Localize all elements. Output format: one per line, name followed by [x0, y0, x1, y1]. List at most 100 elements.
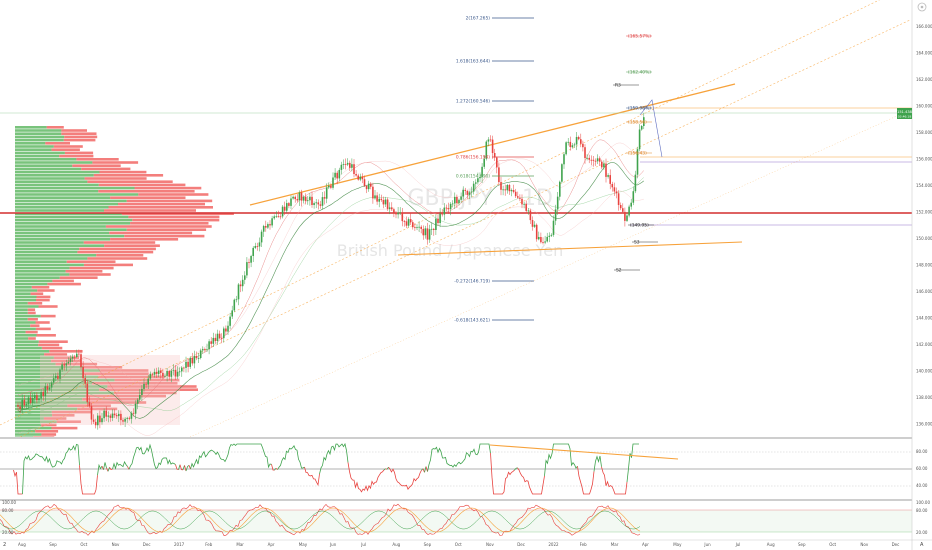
volume-profile-bar-down — [59, 154, 94, 158]
candle-body — [212, 337, 215, 344]
time-axis-tick: Dec — [143, 542, 151, 547]
volume-profile-bar-up — [15, 193, 139, 196]
volume-profile-bar-up — [15, 206, 109, 209]
volume-profile-bar-down — [64, 135, 98, 139]
volume-profile-bar-up — [15, 410, 52, 414]
fib-level-label: 1.272(160.546) — [456, 98, 490, 104]
candle-body — [493, 153, 496, 158]
candle-body — [556, 196, 559, 210]
current-price-badge: 151.438 03:46:18 — [897, 108, 913, 119]
candlesticks — [17, 113, 645, 430]
candle-body — [136, 399, 139, 404]
candle-body — [477, 178, 479, 183]
candle-body — [292, 196, 294, 199]
price-axis-tick: 138.000 — [916, 395, 932, 400]
volume-profile-bar-down — [40, 314, 56, 318]
time-axis-log-icon[interactable]: 2 — [3, 542, 6, 548]
candle-body — [250, 256, 252, 263]
volume-profile-bar-up — [15, 343, 39, 347]
rsi-line-segment — [425, 466, 428, 472]
volume-profile-bar-down — [35, 327, 51, 331]
candle-body — [462, 189, 464, 197]
candle-body — [523, 203, 525, 205]
candle-body — [61, 364, 63, 370]
candle-body — [577, 137, 580, 140]
candle-body — [235, 299, 238, 301]
rsi-line-segment — [97, 463, 103, 476]
time-axis-tick: Oct — [829, 542, 836, 547]
chart-settings-icon[interactable] — [917, 2, 927, 12]
candle-body — [433, 228, 435, 230]
bollinger-upper — [17, 142, 644, 388]
volume-profile-bar-up — [15, 414, 53, 417]
volume-profile-bar-down — [63, 138, 96, 142]
volume-profile-bar-down — [89, 401, 147, 404]
candle-body — [638, 129, 641, 150]
candle-body — [596, 158, 599, 162]
volume-profile-bar-down — [45, 142, 70, 145]
candle-body — [451, 203, 454, 205]
rsi-line-segment — [103, 462, 107, 470]
volume-profile-bar-up — [15, 154, 60, 158]
candle-body — [332, 177, 334, 188]
volume-profile-bar-down — [27, 302, 43, 305]
time-axis-tick: May — [673, 542, 682, 547]
candle-body — [225, 328, 227, 332]
candle-body — [97, 415, 99, 426]
time-axis-tick: Sep — [798, 542, 806, 547]
candle-body — [603, 163, 605, 168]
volume-profile-bar-up — [15, 378, 115, 382]
candle-body — [229, 316, 231, 326]
time-axis-scale-icon[interactable]: A — [920, 542, 924, 548]
volume-profile-bar-down — [96, 254, 144, 257]
rsi-line-segment — [127, 466, 130, 470]
rsi-line-segment — [347, 462, 385, 493]
candle-body — [115, 415, 118, 417]
candle-body — [239, 284, 242, 287]
candle-body — [111, 413, 114, 418]
candle-body — [157, 370, 160, 374]
volume-profile-bar-down — [25, 330, 38, 334]
candle-body — [355, 174, 357, 176]
watermark-name: British Pound / Japanese Yen — [337, 241, 564, 260]
candle-body — [412, 222, 414, 228]
candle-body — [489, 139, 492, 141]
volume-profile-bar-up — [15, 202, 118, 206]
candle-body — [170, 370, 173, 377]
volume-profile-bar-down — [99, 170, 147, 174]
time-axis-tick: Aug — [767, 542, 775, 547]
volume-profile-bar-up — [15, 420, 57, 423]
volume-profile-bar-up — [15, 282, 48, 286]
target-level-label: (162.40%) — [628, 69, 651, 75]
price-axis[interactable]: 166.000 164.000 162.000 160.000 158.000 156.0… — [916, 24, 932, 427]
candle-body — [84, 378, 86, 384]
candle-body — [592, 159, 595, 161]
volume-profile-bar-up — [15, 276, 60, 279]
candle-body — [160, 370, 162, 373]
fib-level-label: 1.618(163.644) — [456, 58, 490, 64]
volume-profile-bar-up — [15, 295, 37, 299]
time-axis-tick: Mar — [236, 542, 244, 547]
rsi-line-segment — [184, 465, 187, 472]
candle-body — [126, 417, 128, 419]
candle-body — [525, 203, 527, 211]
candle-body — [216, 333, 219, 341]
candle-body — [630, 202, 632, 207]
candle-body — [619, 205, 622, 209]
candle-body — [458, 199, 460, 204]
stoch-axis-tick-left: 80.00 — [2, 508, 14, 513]
rsi-line-segment — [79, 465, 98, 495]
candle-body — [92, 419, 95, 422]
candle-body — [147, 378, 149, 385]
rsi-line-segment — [626, 443, 639, 483]
time-axis[interactable]: Aug Sep Oct Nov Dec 2017 Feb Mar Apr May Jun Jul Aug… — [18, 542, 899, 547]
rsi-line-segment — [490, 452, 515, 495]
stoch-axis-tick: 20.00 — [916, 530, 928, 535]
volume-profile-bar-up — [15, 190, 99, 193]
candle-body — [514, 191, 517, 197]
rsi-line-segment — [388, 467, 422, 491]
volume-profile-bar-down — [83, 366, 123, 369]
time-axis-tick: Nov — [486, 542, 494, 547]
volume-profile-bar-up — [15, 158, 77, 161]
